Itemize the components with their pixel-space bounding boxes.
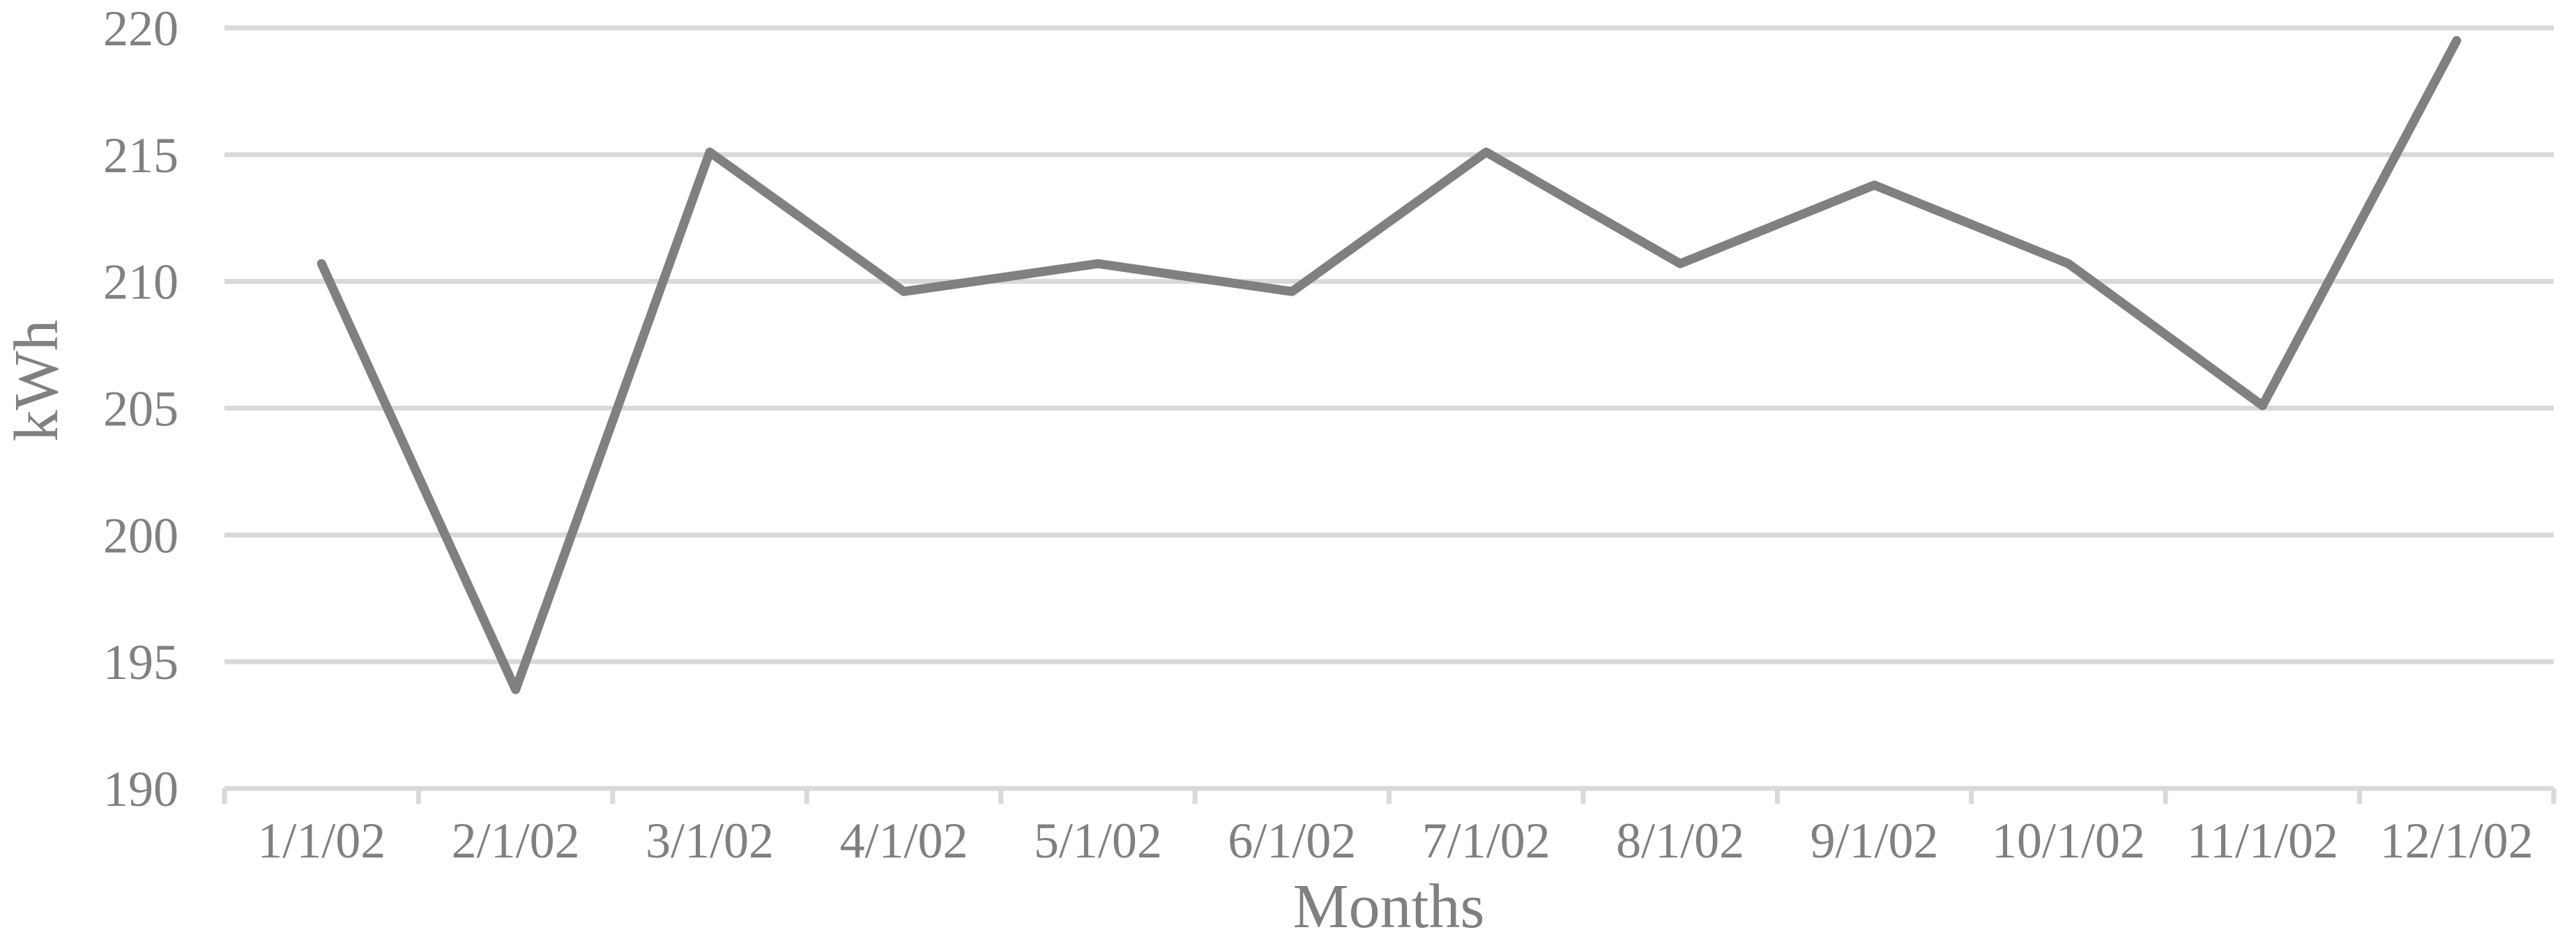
x-tick-label: 7/1/02 xyxy=(1422,813,1550,869)
x-tick-label: 9/1/02 xyxy=(1811,813,1939,869)
y-tick-label: 190 xyxy=(103,761,178,817)
x-tick-label: 8/1/02 xyxy=(1616,813,1744,869)
y-tick-label: 210 xyxy=(103,254,178,310)
data-series-line xyxy=(317,36,2462,694)
y-tick-label: 215 xyxy=(103,128,178,183)
y-axis-title: kWh xyxy=(2,320,71,442)
x-axis-tick-labels: 1/1/02 2/1/02 3/1/02 4/1/02 5/1/02 6/1/02 7/1/… xyxy=(257,813,2533,869)
x-tick-label: 6/1/02 xyxy=(1228,813,1356,869)
x-tick-label: 10/1/02 xyxy=(1992,813,2145,869)
x-tick-label: 1/1/02 xyxy=(257,813,386,869)
x-tick-label: 3/1/02 xyxy=(646,813,774,869)
y-tick-label: 205 xyxy=(103,381,178,437)
x-axis-line-and-ticks xyxy=(222,786,2556,804)
x-tick-label: 2/1/02 xyxy=(452,813,580,869)
y-axis-tick-labels: 220 215 210 205 200 195 190 xyxy=(103,1,178,817)
y-tick-label: 195 xyxy=(103,634,178,690)
series-line-kwh xyxy=(317,36,2462,694)
x-tick-label: 12/1/02 xyxy=(2380,813,2533,869)
horizontal-gridlines xyxy=(224,25,2554,664)
x-axis-title: Months xyxy=(1293,872,1484,941)
x-tick-label: 11/1/02 xyxy=(2187,813,2338,869)
y-tick-label: 200 xyxy=(103,508,178,563)
x-tick-label: 5/1/02 xyxy=(1034,813,1162,869)
y-tick-label: 220 xyxy=(103,1,178,56)
x-tick-label: 4/1/02 xyxy=(839,813,968,869)
